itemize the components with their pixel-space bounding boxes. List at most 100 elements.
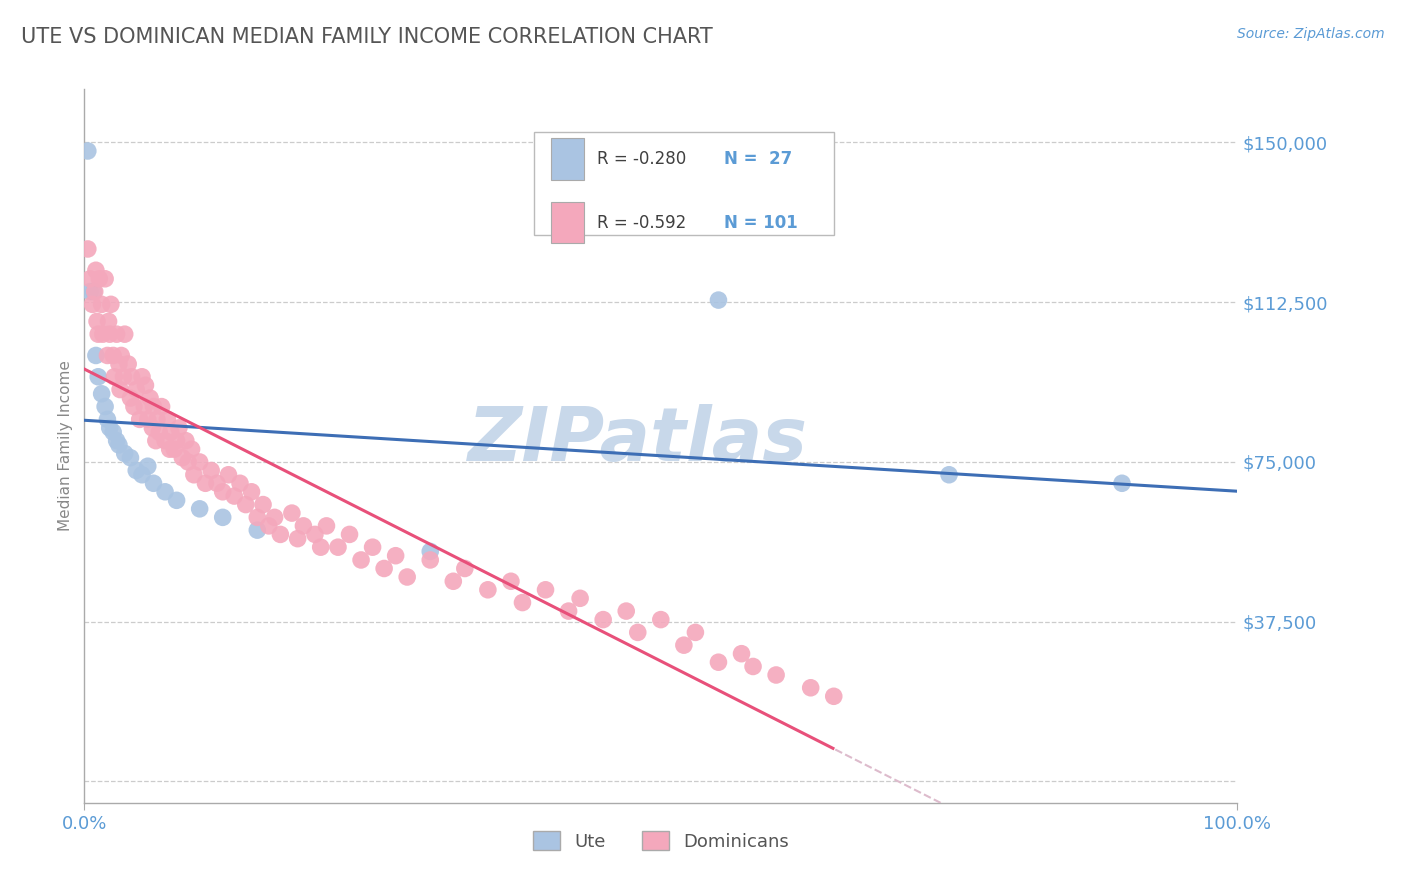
Point (742, 659, 765, 673)
Point (125, 463, 148, 477)
Point (76, 242, 98, 256)
Text: R = -0.592: R = -0.592 (598, 214, 686, 232)
Point (159, 442, 181, 457)
Point (87, 369, 110, 384)
Point (120, 391, 142, 405)
Point (96, 349, 118, 363)
Point (112, 369, 135, 384)
Point (188, 455, 211, 469)
Point (108, 383, 131, 397)
FancyBboxPatch shape (534, 132, 834, 235)
Point (235, 498, 257, 512)
Point (326, 540, 349, 554)
Point (122, 400, 145, 414)
Point (373, 561, 395, 575)
Point (89, 272, 111, 286)
Point (257, 519, 280, 533)
FancyBboxPatch shape (551, 138, 583, 180)
Point (148, 425, 170, 439)
Point (650, 613, 672, 627)
Point (83, 285, 105, 299)
Point (150, 400, 173, 414)
Point (707, 655, 730, 669)
Point (1111, 476, 1133, 491)
Point (105, 434, 128, 448)
Point (454, 561, 477, 575)
Point (84, 349, 107, 363)
Point (211, 484, 233, 499)
Point (79, 272, 101, 286)
Point (246, 510, 269, 524)
Point (499, 574, 522, 589)
Point (153, 434, 176, 448)
Point (167, 421, 190, 435)
Point (117, 357, 139, 371)
Point (134, 378, 156, 392)
Point (96, 412, 118, 426)
Point (110, 349, 132, 363)
Point (396, 570, 419, 584)
Point (685, 625, 707, 640)
Point (98, 327, 121, 342)
Point (263, 510, 285, 524)
Point (194, 476, 217, 491)
Point (800, 681, 823, 695)
Point (125, 383, 148, 397)
Point (100, 297, 122, 311)
Point (183, 467, 205, 482)
Point (246, 523, 269, 537)
Point (240, 484, 263, 499)
Point (108, 438, 131, 452)
Point (180, 442, 202, 457)
Point (136, 459, 159, 474)
FancyBboxPatch shape (551, 202, 583, 244)
Point (534, 582, 557, 597)
Point (94, 272, 117, 286)
Point (384, 549, 406, 563)
Point (205, 476, 228, 491)
Point (90, 297, 112, 311)
Point (823, 690, 845, 704)
Point (97, 314, 120, 328)
Point (83, 285, 105, 299)
Point (557, 604, 579, 618)
Point (105, 327, 128, 342)
Point (86, 314, 108, 328)
Point (315, 519, 337, 533)
Point (114, 446, 136, 460)
Point (200, 463, 222, 477)
Point (163, 442, 186, 457)
Point (103, 425, 124, 439)
Point (512, 596, 534, 610)
Text: R = -0.280: R = -0.280 (598, 150, 686, 168)
Text: N =  27: N = 27 (724, 150, 793, 168)
Point (91, 327, 114, 342)
Point (672, 638, 695, 652)
Point (84, 263, 107, 277)
Point (269, 527, 291, 541)
Point (166, 493, 188, 508)
Point (441, 574, 464, 589)
Point (94, 400, 117, 414)
Point (707, 293, 730, 307)
Y-axis label: Median Family Income: Median Family Income (58, 360, 73, 532)
Point (211, 510, 233, 524)
Point (252, 498, 274, 512)
Point (141, 421, 163, 435)
Point (142, 476, 165, 491)
Point (153, 484, 176, 499)
Point (309, 540, 332, 554)
Point (419, 553, 441, 567)
Point (131, 467, 153, 482)
Point (79, 285, 101, 299)
Point (121, 369, 143, 384)
Point (139, 391, 162, 405)
Point (128, 412, 150, 426)
Point (90, 386, 112, 401)
Point (166, 434, 188, 448)
Point (281, 506, 304, 520)
Point (627, 625, 650, 640)
Point (419, 544, 441, 558)
Point (361, 540, 384, 554)
Point (339, 527, 361, 541)
